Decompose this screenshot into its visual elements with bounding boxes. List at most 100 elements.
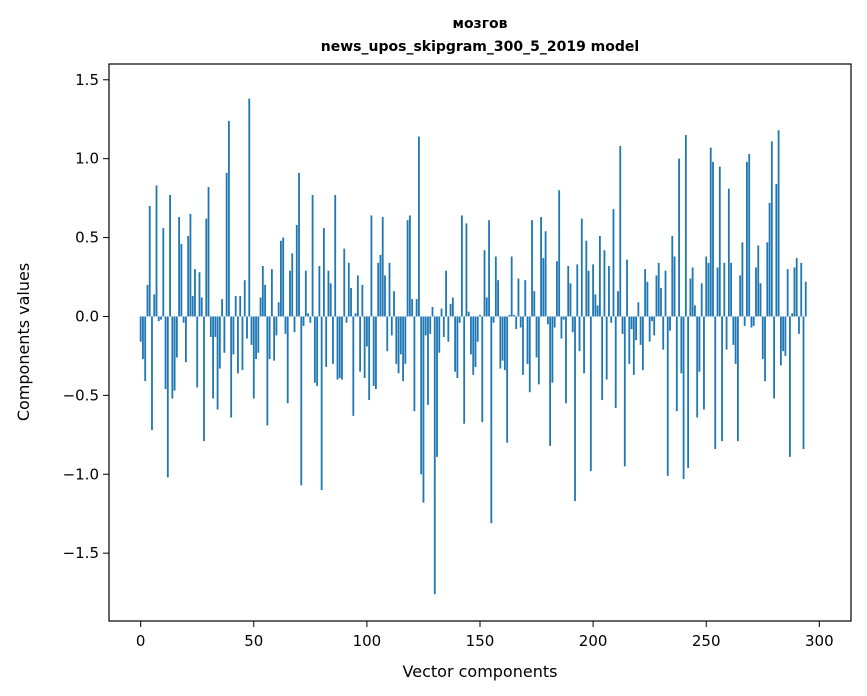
bar-211 xyxy=(617,291,619,317)
bar-167 xyxy=(517,278,520,317)
bar-281 xyxy=(775,183,778,317)
bar-141 xyxy=(458,316,461,323)
bar-270 xyxy=(750,316,753,328)
bar-249 xyxy=(703,316,705,410)
bar-20 xyxy=(185,316,187,363)
bar-199 xyxy=(589,316,592,472)
bar-19 xyxy=(182,316,185,323)
bar-217 xyxy=(630,316,633,330)
y-tick-label: 1.0 xyxy=(75,150,99,168)
bar-165 xyxy=(513,314,515,317)
bar-153 xyxy=(485,297,488,317)
bar-286 xyxy=(786,269,789,317)
bar-106 xyxy=(379,254,382,317)
bar-59 xyxy=(273,316,276,361)
bar-32 xyxy=(212,316,214,399)
bar-96 xyxy=(356,275,359,317)
bar-151 xyxy=(481,316,484,423)
bar-183 xyxy=(553,316,556,328)
bar-107 xyxy=(381,217,384,317)
bar-83 xyxy=(327,270,330,317)
x-tick-label: 250 xyxy=(692,632,721,650)
bar-275 xyxy=(761,316,764,360)
bar-244 xyxy=(691,267,694,317)
bar-104 xyxy=(375,316,377,390)
bar-260 xyxy=(727,188,730,317)
bar-220 xyxy=(637,302,640,317)
bar-169 xyxy=(522,316,524,375)
bar-128 xyxy=(429,316,432,334)
bar-98 xyxy=(361,284,364,317)
y-tick-label: 0.0 xyxy=(75,307,99,325)
bar-79 xyxy=(318,265,321,317)
bar-219 xyxy=(635,316,637,341)
bar-197 xyxy=(585,240,588,317)
bar-127 xyxy=(427,316,429,405)
bar-181 xyxy=(549,316,552,446)
bar-102 xyxy=(370,215,373,317)
bar-30 xyxy=(207,187,210,317)
bar-230 xyxy=(660,288,662,317)
bar-236 xyxy=(673,256,676,317)
bar-184 xyxy=(556,261,558,317)
bar-221 xyxy=(639,316,642,345)
bar-7 xyxy=(155,185,158,317)
bar-247 xyxy=(698,316,701,372)
bar-210 xyxy=(614,316,617,408)
y-tick-label: −1.5 xyxy=(63,544,99,562)
x-tick-label: 150 xyxy=(466,632,495,650)
bar-12 xyxy=(166,316,169,478)
bar-62 xyxy=(280,240,282,317)
bar-74 xyxy=(307,313,309,317)
bar-234 xyxy=(669,316,671,331)
bar-246 xyxy=(696,316,699,418)
bar-130 xyxy=(433,316,436,595)
bar-193 xyxy=(576,264,579,317)
bar-235 xyxy=(671,235,674,317)
bar-239 xyxy=(680,316,683,374)
bar-81 xyxy=(323,228,325,317)
bar-92 xyxy=(347,262,350,317)
bar-85 xyxy=(332,316,334,364)
bar-257 xyxy=(721,316,723,442)
bar-266 xyxy=(741,242,744,317)
bar-84 xyxy=(329,283,332,317)
bar-225 xyxy=(648,316,651,342)
bar-186 xyxy=(560,316,563,339)
x-axis-label: Vector components xyxy=(403,662,558,681)
bar-172 xyxy=(528,316,531,393)
bar-160 xyxy=(501,316,504,361)
bar-272 xyxy=(755,267,757,317)
bar-75 xyxy=(309,316,312,323)
bar-248 xyxy=(700,283,703,317)
bar-1 xyxy=(142,316,144,360)
bar-224 xyxy=(646,281,649,317)
bar-273 xyxy=(757,245,760,317)
y-tick-label: 1.5 xyxy=(75,71,99,89)
bar-229 xyxy=(657,262,660,317)
bar-173 xyxy=(531,220,533,317)
bar-80 xyxy=(320,316,323,491)
bar-232 xyxy=(664,270,667,317)
bar-41 xyxy=(232,316,235,355)
bar-56 xyxy=(266,316,269,426)
bar-55 xyxy=(264,284,266,317)
bar-176 xyxy=(537,316,540,385)
bar-243 xyxy=(689,278,692,317)
bar-82 xyxy=(325,316,328,367)
bar-190 xyxy=(569,283,572,317)
bar-161 xyxy=(503,316,506,371)
bar-44 xyxy=(239,295,242,317)
bar-22 xyxy=(189,213,192,317)
bar-17 xyxy=(178,217,181,317)
bar-15 xyxy=(173,316,176,391)
bar-195 xyxy=(580,218,583,317)
bar-256 xyxy=(718,166,721,317)
bar-136 xyxy=(447,316,450,342)
bar-144 xyxy=(465,223,468,317)
bar-252 xyxy=(709,147,712,317)
bar-28 xyxy=(203,316,205,442)
bar-263 xyxy=(734,316,737,364)
bar-100 xyxy=(365,316,368,347)
bar-284 xyxy=(782,316,785,352)
